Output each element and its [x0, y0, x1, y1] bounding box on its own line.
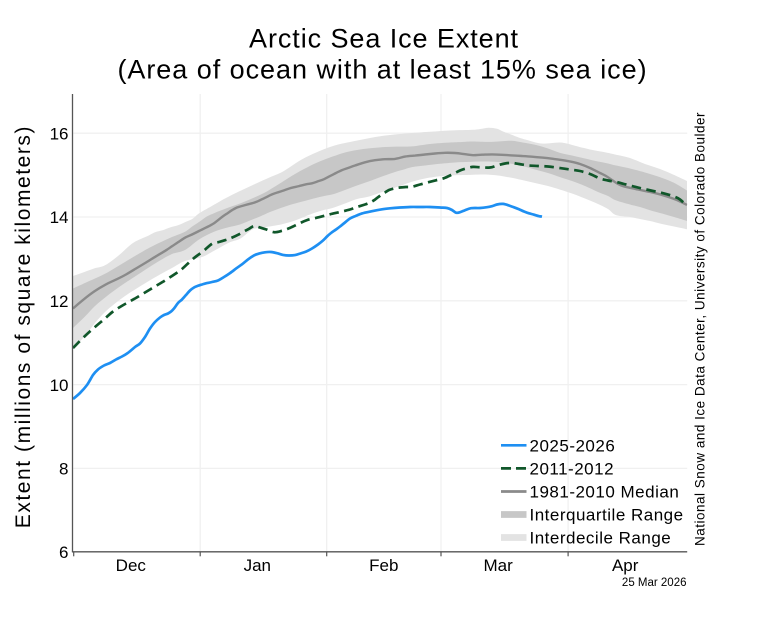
- svg-text:6: 6: [59, 543, 68, 562]
- svg-text:14: 14: [50, 208, 69, 227]
- svg-text:Extent (millions of square kil: Extent (millions of square kilometers): [12, 125, 35, 528]
- svg-text:(Area of ocean with at least 1: (Area of ocean with at least 15% sea ice…: [117, 55, 647, 85]
- svg-text:Interquartile Range: Interquartile Range: [530, 506, 684, 525]
- svg-text:Dec: Dec: [116, 556, 147, 575]
- svg-text:National Snow and Ice Data Cen: National Snow and Ice Data Center, Unive…: [693, 112, 708, 546]
- svg-text:Interdecile Range: Interdecile Range: [530, 529, 672, 548]
- svg-text:16: 16: [50, 124, 69, 143]
- svg-text:2025-2026: 2025-2026: [530, 437, 616, 456]
- svg-text:Arctic Sea Ice Extent: Arctic Sea Ice Extent: [249, 24, 519, 54]
- svg-text:25 Mar 2026: 25 Mar 2026: [622, 577, 687, 589]
- svg-text:8: 8: [59, 460, 68, 479]
- svg-text:Mar: Mar: [483, 556, 513, 575]
- svg-text:12: 12: [50, 292, 69, 311]
- svg-text:Jan: Jan: [244, 556, 271, 575]
- svg-text:10: 10: [50, 376, 69, 395]
- svg-text:2011-2012: 2011-2012: [530, 460, 615, 479]
- svg-text:Apr: Apr: [612, 556, 639, 575]
- svg-text:Feb: Feb: [369, 556, 398, 575]
- svg-text:1981-2010 Median: 1981-2010 Median: [530, 483, 680, 502]
